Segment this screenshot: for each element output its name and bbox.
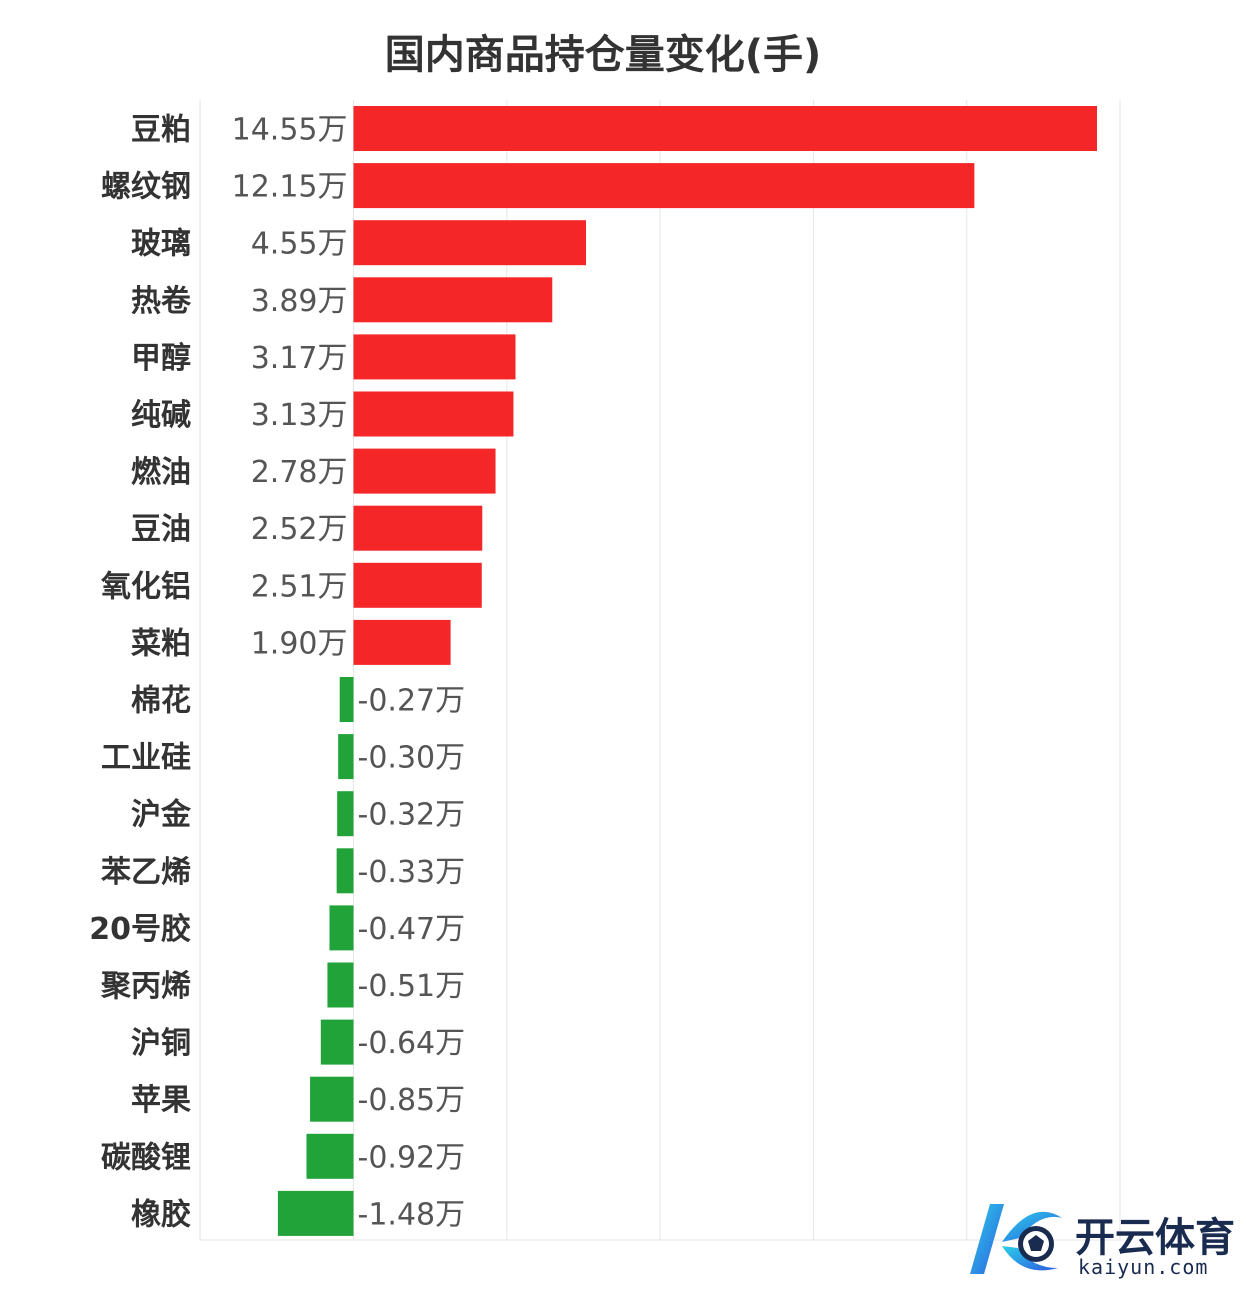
category-label: 菜粕 <box>131 626 191 661</box>
bar <box>337 791 354 837</box>
bar <box>353 562 482 608</box>
value-label: -0.47万 <box>358 912 466 947</box>
bar <box>353 163 975 209</box>
value-label: 3.89万 <box>251 284 348 319</box>
bar <box>277 1190 354 1236</box>
value-label: 3.17万 <box>251 341 348 376</box>
watermark-domain: kaiyun.com <box>1078 1255 1209 1279</box>
bars <box>277 106 1098 1236</box>
category-label: 橡胶 <box>131 1197 191 1232</box>
category-label: 苯乙烯 <box>101 855 191 890</box>
value-label: -0.92万 <box>358 1140 466 1175</box>
category-label: 热卷 <box>131 284 192 319</box>
bar <box>339 677 354 722</box>
bar <box>353 505 483 551</box>
category-label: 棉花 <box>131 684 191 719</box>
value-label: 14.55万 <box>232 113 348 148</box>
bar <box>353 106 1098 151</box>
category-label: 玻璃 <box>131 227 191 262</box>
category-label: 沪金 <box>131 798 192 833</box>
bar <box>338 734 354 780</box>
value-label: 2.78万 <box>251 455 348 490</box>
category-label: 20号胶 <box>89 912 191 947</box>
value-label: -0.33万 <box>358 855 466 890</box>
category-label: 豆油 <box>131 512 191 547</box>
bar <box>310 1076 354 1122</box>
bar <box>353 448 496 494</box>
category-label: 碳酸锂 <box>101 1140 191 1175</box>
category-label: 氧化铝 <box>101 569 191 604</box>
value-label: -0.51万 <box>358 969 466 1004</box>
value-label: 12.15万 <box>232 170 348 205</box>
value-label: -0.30万 <box>358 741 466 776</box>
bar <box>336 848 354 894</box>
bar <box>327 962 354 1008</box>
grid-lines <box>199 100 1122 1241</box>
value-label: 1.90万 <box>251 626 348 661</box>
bar <box>329 905 354 951</box>
kaiyun-logo <box>970 1204 1062 1274</box>
category-label: 工业硅 <box>101 741 191 776</box>
value-label: 2.51万 <box>251 569 348 604</box>
bar <box>353 391 514 437</box>
chart-title: 国内商品持仓量变化(手) <box>384 32 822 78</box>
value-label: 4.55万 <box>251 227 348 262</box>
value-label: -1.48万 <box>358 1197 466 1232</box>
category-label: 纯碱 <box>131 398 191 433</box>
watermark-brand: 开云体育 <box>1075 1215 1235 1261</box>
value-label: -0.27万 <box>358 684 466 719</box>
category-label: 苹果 <box>131 1083 191 1118</box>
category-label: 沪铜 <box>131 1026 191 1061</box>
category-label: 螺纹钢 <box>101 170 191 205</box>
bar <box>306 1133 354 1179</box>
value-label: -0.64万 <box>358 1026 466 1061</box>
value-label: -0.32万 <box>358 798 466 833</box>
category-label: 聚丙烯 <box>100 969 191 1004</box>
bar <box>353 619 451 665</box>
bar <box>353 220 587 266</box>
value-label: -0.85万 <box>358 1083 466 1118</box>
bar <box>353 334 516 380</box>
value-label: 2.52万 <box>251 512 348 547</box>
category-label: 豆粕 <box>131 113 191 148</box>
value-label: 3.13万 <box>251 398 348 433</box>
bar <box>320 1019 354 1065</box>
category-label: 甲醇 <box>131 341 191 376</box>
category-label: 燃油 <box>131 455 191 490</box>
bar <box>353 277 553 323</box>
